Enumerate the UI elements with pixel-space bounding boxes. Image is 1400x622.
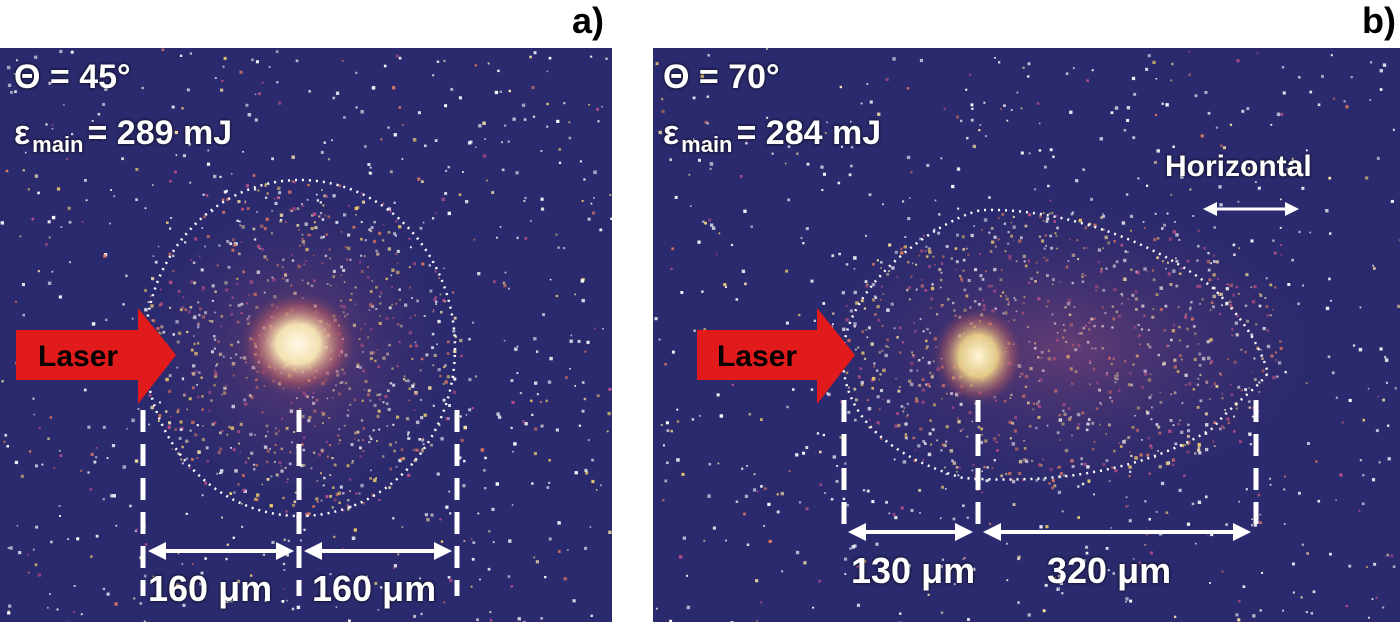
energy-subscript-b: main bbox=[681, 132, 733, 157]
laser-label-a: Laser bbox=[38, 340, 119, 373]
dimension-right-a: 160 μm bbox=[312, 568, 437, 609]
energy-value-a: = 289 mJ bbox=[87, 114, 233, 152]
dimension-left-b: 130 μm bbox=[851, 550, 976, 591]
panel-b-image: Θ = 70° εmain = 284 mJ Horizontal Laser 1… bbox=[653, 48, 1400, 622]
panel-a-letter: a) bbox=[572, 0, 605, 41]
dimension-right-b: 320 μm bbox=[1047, 550, 1172, 591]
energy-value-b: = 284 mJ bbox=[736, 114, 882, 152]
energy-label-a: εmain = 289 mJ bbox=[14, 114, 233, 157]
angle-label-b: Θ = 70° bbox=[663, 58, 780, 96]
panel-b-graphics bbox=[654, 48, 1400, 622]
energy-symbol-b: ε bbox=[663, 114, 680, 152]
laser-arrow-b bbox=[697, 308, 855, 404]
dimension-arrows-a bbox=[148, 542, 452, 560]
polarization-label: Horizontal bbox=[1165, 150, 1312, 183]
panel-a-image: Θ = 45° εmain = 289 mJ Laser 160 μm 160 μ… bbox=[0, 48, 612, 622]
hot-spot-a bbox=[236, 288, 360, 400]
panel-a-graphics bbox=[0, 48, 612, 622]
emission-halo-b bbox=[833, 198, 1353, 498]
dimension-arrows-b bbox=[848, 523, 1251, 541]
laser-arrow-a bbox=[16, 308, 176, 404]
energy-symbol-a: ε bbox=[14, 114, 31, 152]
energy-subscript-a: main bbox=[32, 132, 84, 157]
dimension-left-a: 160 μm bbox=[148, 568, 273, 609]
polarization-arrow bbox=[1203, 202, 1299, 216]
panel-b-letter: b) bbox=[1362, 0, 1396, 41]
laser-label-b: Laser bbox=[717, 340, 798, 373]
angle-label-a: Θ = 45° bbox=[14, 58, 131, 96]
energy-label-b: εmain = 284 mJ bbox=[663, 114, 882, 157]
hot-spot-b bbox=[930, 304, 1026, 408]
